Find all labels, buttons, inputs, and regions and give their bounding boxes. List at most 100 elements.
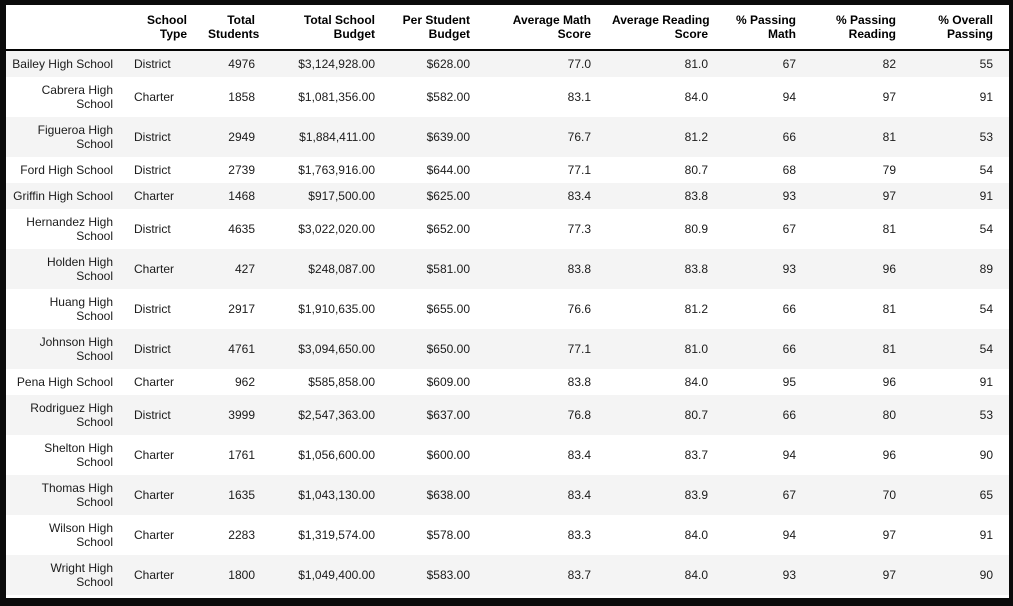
header-row: School Type Total Students Total School … xyxy=(6,5,1009,51)
school-summary-table: School Type Total Students Total School … xyxy=(6,5,1009,595)
cell-pct-passing-math: 94 xyxy=(782,90,796,104)
cell-school-type: Charter xyxy=(134,189,175,203)
cell-total-students: 2949 xyxy=(228,130,255,144)
cell-pct-passing-reading: 97 xyxy=(882,90,896,104)
row-header-school-name: Figueroa High School xyxy=(37,123,113,151)
cell-pct-passing-reading: 82 xyxy=(882,57,896,71)
table-row: Shelton High School Charter 1761 $1,056,… xyxy=(6,435,1009,475)
cell-total-students: 962 xyxy=(234,375,255,389)
cell-per-student-budget: $582.00 xyxy=(426,90,470,104)
cell-pct-overall-passing: 55 xyxy=(979,57,993,71)
cell-average-reading-score: 81.2 xyxy=(684,302,708,316)
cell-pct-passing-reading: 80 xyxy=(882,408,896,422)
cell-average-math-score: 77.3 xyxy=(567,222,591,236)
cell-pct-passing-math: 67 xyxy=(782,57,796,71)
cell-per-student-budget: $628.00 xyxy=(426,57,470,71)
table-header: School Type Total Students Total School … xyxy=(6,5,1009,51)
cell-pct-passing-reading: 81 xyxy=(882,342,896,356)
row-header-school-name: Johnson High School xyxy=(39,335,113,363)
cell-total-students: 2917 xyxy=(228,302,255,316)
row-header-school-name: Wright High School xyxy=(50,561,113,589)
cell-pct-passing-math: 93 xyxy=(782,568,796,582)
cell-total-students: 1468 xyxy=(228,189,255,203)
cell-average-reading-score: 80.7 xyxy=(684,408,708,422)
cell-total-school-budget: $917,500.00 xyxy=(308,189,375,203)
table-row: Bailey High School District 4976 $3,124,… xyxy=(6,50,1009,77)
cell-pct-passing-reading: 81 xyxy=(882,222,896,236)
cell-total-school-budget: $1,043,130.00 xyxy=(298,488,375,502)
cell-pct-passing-reading: 70 xyxy=(882,488,896,502)
table-row: Huang High School District 2917 $1,910,6… xyxy=(6,289,1009,329)
cell-pct-overall-passing: 53 xyxy=(979,130,993,144)
cell-pct-overall-passing: 91 xyxy=(979,189,993,203)
cell-per-student-budget: $655.00 xyxy=(426,302,470,316)
cell-average-reading-score: 84.0 xyxy=(684,90,708,104)
cell-total-students: 427 xyxy=(234,262,255,276)
cell-school-type: Charter xyxy=(134,448,175,462)
cell-total-students: 1800 xyxy=(228,568,255,582)
table-row: Cabrera High School Charter 1858 $1,081,… xyxy=(6,77,1009,117)
cell-pct-passing-math: 95 xyxy=(782,375,796,389)
cell-total-students: 3999 xyxy=(228,408,255,422)
cell-pct-passing-math: 94 xyxy=(782,528,796,542)
column-header-average-math-score: Average Math Score xyxy=(486,5,607,51)
cell-average-reading-score: 83.9 xyxy=(684,488,708,502)
cell-average-reading-score: 81.0 xyxy=(684,57,708,71)
cell-average-reading-score: 84.0 xyxy=(684,528,708,542)
cell-total-school-budget: $1,049,400.00 xyxy=(298,568,375,582)
column-header-average-reading-score: Average Reading Score xyxy=(607,5,724,51)
cell-total-students: 1761 xyxy=(228,448,255,462)
cell-pct-overall-passing: 90 xyxy=(979,448,993,462)
cell-average-reading-score: 81.2 xyxy=(684,130,708,144)
cell-pct-passing-math: 67 xyxy=(782,488,796,502)
cell-pct-passing-math: 67 xyxy=(782,222,796,236)
cell-school-type: District xyxy=(134,130,171,144)
cell-pct-passing-reading: 79 xyxy=(882,163,896,177)
table-row: Wilson High School Charter 2283 $1,319,5… xyxy=(6,515,1009,555)
cell-school-type: Charter xyxy=(134,488,175,502)
cell-pct-passing-math: 93 xyxy=(782,189,796,203)
cell-total-school-budget: $585,858.00 xyxy=(308,375,375,389)
cell-school-type: District xyxy=(134,302,171,316)
cell-total-school-budget: $1,763,916.00 xyxy=(298,163,375,177)
cell-per-student-budget: $578.00 xyxy=(426,528,470,542)
table-row: Pena High School Charter 962 $585,858.00… xyxy=(6,369,1009,395)
cell-average-reading-score: 84.0 xyxy=(684,568,708,582)
cell-total-students: 4976 xyxy=(228,57,255,71)
cell-average-math-score: 76.8 xyxy=(567,408,591,422)
cell-pct-overall-passing: 91 xyxy=(979,375,993,389)
cell-pct-passing-reading: 96 xyxy=(882,375,896,389)
cell-pct-overall-passing: 54 xyxy=(979,342,993,356)
cell-pct-passing-math: 94 xyxy=(782,448,796,462)
cell-total-students: 4635 xyxy=(228,222,255,236)
cell-pct-passing-reading: 81 xyxy=(882,302,896,316)
cell-school-type: Charter xyxy=(134,90,175,104)
cell-per-student-budget: $650.00 xyxy=(426,342,470,356)
column-header-pct-passing-reading: % Passing Reading xyxy=(812,5,912,51)
cell-pct-overall-passing: 91 xyxy=(979,90,993,104)
cell-per-student-budget: $583.00 xyxy=(426,568,470,582)
row-header-school-name: Cabrera High School xyxy=(41,83,113,111)
table-row: Hernandez High School District 4635 $3,0… xyxy=(6,209,1009,249)
cell-pct-passing-reading: 97 xyxy=(882,528,896,542)
cell-per-student-budget: $639.00 xyxy=(426,130,470,144)
table-body: Bailey High School District 4976 $3,124,… xyxy=(6,50,1009,595)
cell-average-reading-score: 80.9 xyxy=(684,222,708,236)
cell-total-students: 4761 xyxy=(228,342,255,356)
cell-per-student-budget: $581.00 xyxy=(426,262,470,276)
cell-pct-overall-passing: 54 xyxy=(979,302,993,316)
cell-pct-passing-reading: 96 xyxy=(882,448,896,462)
table-row: Griffin High School Charter 1468 $917,50… xyxy=(6,183,1009,209)
row-header-school-name: Rodriguez High School xyxy=(30,401,113,429)
cell-per-student-budget: $600.00 xyxy=(426,448,470,462)
cell-average-reading-score: 83.7 xyxy=(684,448,708,462)
table-row: Thomas High School Charter 1635 $1,043,1… xyxy=(6,475,1009,515)
cell-average-math-score: 83.4 xyxy=(567,448,591,462)
cell-average-math-score: 77.1 xyxy=(567,163,591,177)
cell-school-type: District xyxy=(134,222,171,236)
row-header-school-name: Wilson High School xyxy=(48,521,113,549)
cell-average-math-score: 83.1 xyxy=(567,90,591,104)
cell-average-math-score: 83.8 xyxy=(567,262,591,276)
cell-total-school-budget: $1,884,411.00 xyxy=(299,130,375,144)
